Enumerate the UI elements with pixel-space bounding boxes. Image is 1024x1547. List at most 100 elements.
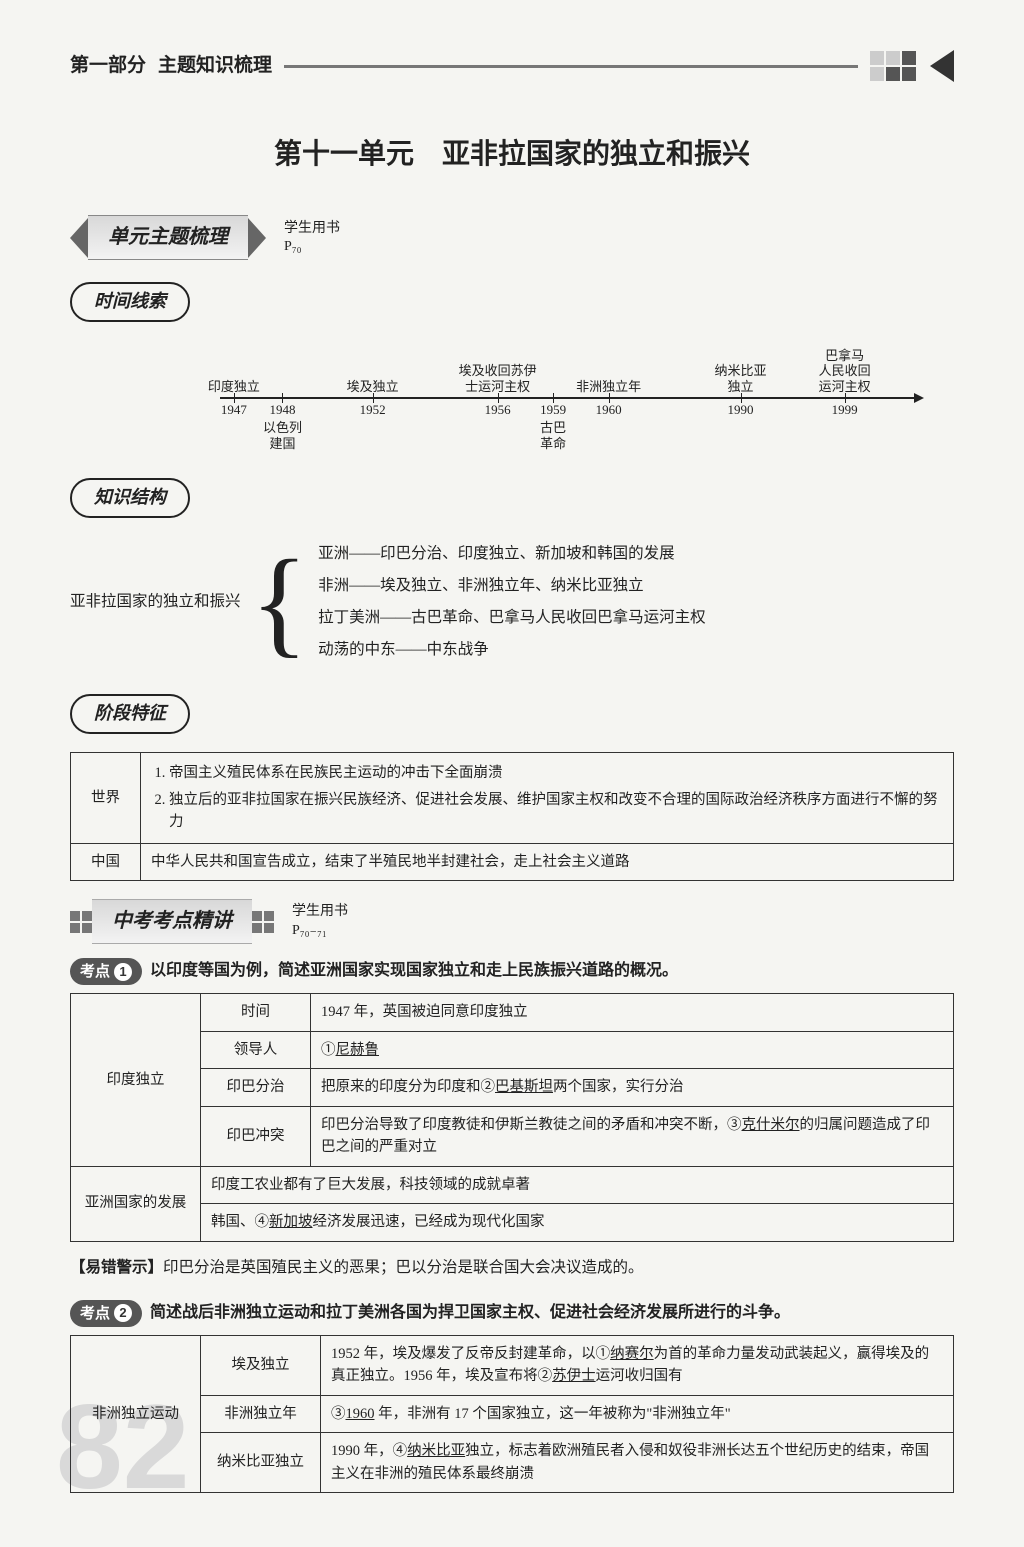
banner-side-note: 学生用书 P₇₀₋₇₁ [292,903,348,939]
timeline-axis [220,397,914,399]
kaodian-label: 考点 [80,960,110,983]
kaodian-number: 2 [114,1304,132,1322]
kaodian-1-heading: 考点 1 以印度等国为例，简述亚洲国家实现国家独立和走上民族振兴道路的概况。 [70,958,954,985]
kaodian-title: 以印度等国为例，简述亚洲国家实现国家独立和走上民族振兴道路的概况。 [150,959,678,984]
label-cell: 印巴冲突 [201,1106,311,1166]
timeline-label-bottom: 古巴 革命 [540,420,566,451]
table-row: 印巴分治 把原来的印度分为印度和②巴基斯坦两个国家，实行分治 [71,1069,954,1106]
group-cell: 非洲独立运动 [71,1335,201,1492]
knowledge-heading: 知识结构 [70,478,190,518]
content-cell: ①尼赫鲁 [311,1031,954,1068]
content-cell: 把原来的印度分为印度和②巴基斯坦两个国家，实行分治 [311,1069,954,1106]
stage-scope: 中国 [71,843,141,880]
page-header: 第一部分 主题知识梳理 [70,50,954,82]
header-subtitle: 主题知识梳理 [158,51,272,80]
content-cell: ③1960 年，非洲有 17 个国家独立，这一年被称为"非洲独立年" [321,1395,954,1432]
banner-theme-label: 单元主题梳理 [88,215,248,260]
table-row: 纳米比亚独立 1990 年，④纳米比亚独立，标志着欧洲殖民者入侵和奴役非洲长达五… [71,1433,954,1493]
warning-note: 【易错警示】印巴分治是英国殖民主义的恶果；巴以分治是联合国大会决议造成的。 [70,1256,954,1280]
banner-exam-label: 中考考点精讲 [92,899,252,944]
header-arrow-icon [930,50,954,82]
knowledge-lines: 亚洲——印巴分治、印度独立、新加坡和韩国的发展 非洲——埃及独立、非洲独立年、纳… [318,538,706,666]
unit-title: 第十一单元 亚非拉国家的独立和振兴 [70,132,954,175]
dots-icon [70,911,92,933]
timeline-label-top: 非洲独立年 [576,379,641,395]
kaodian-2-heading: 考点 2 简述战后非洲独立运动和拉丁美洲各国为捍卫国家主权、促进社会经济发展所进… [70,1300,954,1327]
table-row: 印巴冲突 印巴分治导致了印度教徒和伊斯兰教徒之间的矛盾和冲突不断，③克什米尔的归… [71,1106,954,1166]
header-rule [284,65,858,68]
timeline-year: 1947 [221,402,247,418]
student-book-page: P₇₀ [284,238,340,256]
table-row: 中国 中华人民共和国宣告成立，结束了半殖民地半封建社会，走上社会主义道路 [71,843,954,880]
stage-heading: 阶段特征 [70,694,190,734]
group-cell: 印度独立 [71,994,201,1166]
timeline-year: 1960 [596,402,622,418]
knowledge-line: 亚洲——印巴分治、印度独立、新加坡和韩国的发展 [318,538,706,570]
table-row: 非洲独立运动 埃及独立 1952 年，埃及爆发了反帝反封建革命，以①纳赛尔为首的… [71,1335,954,1395]
header-part: 第一部分 [70,51,146,80]
knowledge-left-label: 亚非拉国家的独立和振兴 [70,590,241,614]
warning-label: 【易错警示】 [70,1259,163,1276]
dots-icon [252,911,274,933]
kaodian-label: 考点 [80,1302,110,1325]
timeline-label-bottom: 以色列 建国 [263,420,302,451]
timeline-year: 1959 [540,402,566,418]
label-cell: 时间 [201,994,311,1031]
timeline: 印度独立埃及独立埃及收回苏伊 士运河主权非洲独立年纳米比亚 独立巴拿马 人民收回… [220,346,914,454]
group-cell: 亚洲国家的发展 [71,1166,201,1241]
content-cell: 韩国、④新加坡经济发展迅速，已经成为现代化国家 [201,1204,954,1241]
timeline-heading: 时间线索 [70,282,190,322]
timeline-year: 1948 [269,402,295,418]
kaodian2-table: 非洲独立运动 埃及独立 1952 年，埃及爆发了反帝反封建革命，以①纳赛尔为首的… [70,1335,954,1493]
label-cell: 领导人 [201,1031,311,1068]
student-book-label: 学生用书 [284,220,340,238]
content-cell: 1947 年，英国被迫同意印度独立 [311,994,954,1031]
timeline-year: 1956 [485,402,511,418]
table-row: 亚洲国家的发展 印度工农业都有了巨大发展，科技领域的成就卓著 [71,1166,954,1203]
table-row: 韩国、④新加坡经济发展迅速，已经成为现代化国家 [71,1204,954,1241]
table-row: 领导人 ①尼赫鲁 [71,1031,954,1068]
timeline-label-top: 埃及独立 [347,379,399,395]
content-cell: 印度工农业都有了巨大发展，科技领域的成就卓著 [201,1166,954,1203]
timeline-year: 1999 [832,402,858,418]
list-item: 帝国主义殖民体系在民族民主运动的冲击下全面崩溃 [169,760,943,786]
section-exam-banner: 中考考点精讲 学生用书 P₇₀₋₇₁ [70,899,954,944]
header-squares [870,51,916,81]
kaodian-number: 1 [114,963,132,981]
kaodian1-table: 印度独立 时间 1947 年，英国被迫同意印度独立 领导人 ①尼赫鲁 印巴分治 … [70,993,954,1241]
stage-content: 帝国主义殖民体系在民族民主运动的冲击下全面崩溃 独立后的亚非拉国家在振兴民族经济… [141,753,954,843]
stage-scope: 世界 [71,753,141,843]
knowledge-structure: 亚非拉国家的独立和振兴 { 亚洲——印巴分治、印度独立、新加坡和韩国的发展 非洲… [70,538,954,666]
timeline-label-top: 巴拿马 人民收回 运河主权 [819,348,871,395]
label-cell: 纳米比亚独立 [201,1433,321,1493]
knowledge-line: 拉丁美洲——古巴革命、巴拿马人民收回巴拿马运河主权 [318,602,706,634]
banner-side-note: 学生用书 P₇₀ [284,220,340,256]
knowledge-line: 动荡的中东——中东战争 [318,634,706,666]
student-book-label: 学生用书 [292,903,348,921]
label-cell: 非洲独立年 [201,1395,321,1432]
stage-content: 中华人民共和国宣告成立，结束了半殖民地半封建社会，走上社会主义道路 [141,843,954,880]
table-row: 非洲独立年 ③1960 年，非洲有 17 个国家独立，这一年被称为"非洲独立年" [71,1395,954,1432]
kaodian-badge: 考点 2 [70,1300,142,1327]
warning-text: 印巴分治是英国殖民主义的恶果；巴以分治是联合国大会决议造成的。 [163,1259,644,1276]
label-cell: 印巴分治 [201,1069,311,1106]
list-item: 独立后的亚非拉国家在振兴民族经济、促进社会发展、维护国家主权和改变不合理的国际政… [169,787,943,836]
section-theme-banner: 单元主题梳理 学生用书 P₇₀ [70,215,954,260]
knowledge-line: 非洲——埃及独立、非洲独立年、纳米比亚独立 [318,570,706,602]
content-cell: 印巴分治导致了印度教徒和伊斯兰教徒之间的矛盾和冲突不断，③克什米尔的归属问题造成… [311,1106,954,1166]
content-cell: 1990 年，④纳米比亚独立，标志着欧洲殖民者入侵和奴役非洲长达五个世纪历史的结… [321,1433,954,1493]
table-row: 印度独立 时间 1947 年，英国被迫同意印度独立 [71,994,954,1031]
kaodian-title: 简述战后非洲独立运动和拉丁美洲各国为捍卫国家主权、促进社会经济发展所进行的斗争。 [150,1301,790,1326]
stage-table: 世界 帝国主义殖民体系在民族民主运动的冲击下全面崩溃 独立后的亚非拉国家在振兴民… [70,752,954,881]
timeline-year: 1990 [728,402,754,418]
kaodian-badge: 考点 1 [70,958,142,985]
timeline-year: 1952 [360,402,386,418]
timeline-label-top: 纳米比亚 独立 [714,363,766,394]
table-row: 世界 帝国主义殖民体系在民族民主运动的冲击下全面崩溃 独立后的亚非拉国家在振兴民… [71,753,954,843]
label-cell: 埃及独立 [201,1335,321,1395]
content-cell: 1952 年，埃及爆发了反帝反封建革命，以①纳赛尔为首的革命力量发动武装起义，赢… [321,1335,954,1395]
brace-icon: { [251,553,309,651]
student-book-page: P₇₀₋₇₁ [292,922,348,940]
timeline-label-top: 埃及收回苏伊 士运河主权 [459,363,537,394]
timeline-label-top: 印度独立 [208,379,260,395]
